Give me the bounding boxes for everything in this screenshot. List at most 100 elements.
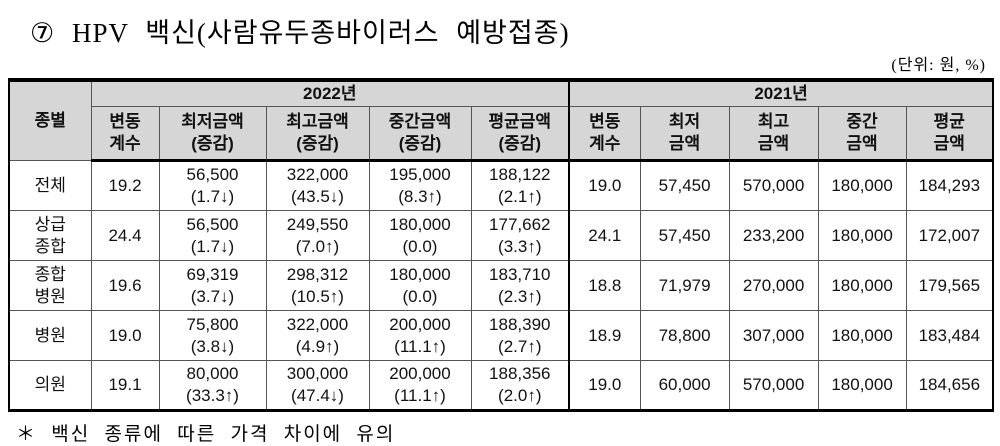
change: (3.8↓)	[190, 336, 235, 356]
cell-2021-mid: 180,000	[817, 360, 907, 411]
cell-2022-mid: 200,000 (11.1↑)	[368, 360, 472, 411]
change: (4.9↑)	[295, 336, 340, 356]
row-label: 전체	[8, 160, 92, 211]
col-group-2022: 2022년	[90, 79, 570, 107]
amount: 183,710	[489, 264, 551, 284]
change: (33.3↑)	[186, 386, 239, 405]
amount: 188,390	[489, 314, 551, 334]
change: (47.4↓)	[291, 386, 344, 405]
change: (3.7↓)	[190, 286, 235, 306]
change: (11.1↑)	[394, 386, 446, 405]
cell-2021-cv: 19.0	[568, 160, 641, 211]
amount: 180,000	[389, 264, 451, 284]
cell-2021-cv: 18.9	[568, 310, 641, 361]
col-header-2022-avg: 평균금액 (증감)	[470, 106, 570, 162]
change: (2.3↑)	[498, 286, 542, 306]
cell-2021-mid: 180,000	[817, 160, 907, 211]
unit-note: (단위: 원, %)	[891, 57, 986, 74]
row-label: 종합 병원	[8, 260, 92, 311]
change: (8.3↑)	[398, 187, 442, 206]
col-group-2021: 2021년	[568, 79, 994, 107]
col-header-2022-cv: 변동 계수	[90, 106, 160, 162]
cell-2022-min: 80,000 (33.3↑)	[158, 360, 267, 411]
col-header-2022-max: 최고금액 (증감)	[265, 106, 370, 162]
amount: 75,800	[186, 314, 239, 334]
row-label: 상급 종합	[8, 210, 92, 261]
amount: 298,312	[286, 264, 349, 284]
cell-2021-min: 57,450	[639, 210, 730, 261]
change: (2.1↑)	[498, 187, 542, 206]
cell-2021-max: 233,200	[728, 210, 819, 261]
cell-2021-max: 570,000	[728, 360, 819, 411]
cell-2022-mid: 200,000 (11.1↑)	[368, 310, 472, 361]
hpv-price-table: 종별 2022년 2021년 변동 계수 최저금액 (증감) 최고금액 (증감)…	[8, 78, 995, 412]
table-row-tertiary: 상급 종합 24.4 56,500 (1.7↓) 249,550 (7.0↑) …	[8, 210, 994, 261]
amount: 249,550	[286, 214, 349, 234]
cell-2022-avg: 188,122 (2.1↑)	[470, 160, 570, 211]
cell-2021-avg: 172,007	[905, 210, 994, 261]
cell-2021-mid: 180,000	[817, 310, 907, 361]
cell-2021-avg: 179,565	[905, 260, 994, 311]
amount: 195,000	[389, 165, 451, 184]
cell-2022-cv: 19.0	[90, 310, 160, 361]
cell-2022-max: 322,000 (4.9↑)	[265, 310, 370, 361]
table-row-clinic: 의원 19.1 80,000 (33.3↑) 300,000 (47.4↓) 2…	[8, 360, 994, 411]
cell-2022-cv: 19.2	[90, 160, 160, 211]
page: ⑦ HPV 백신(사람유두종바이러스 예방접종) (단위: 원, %) 종별 2…	[0, 11, 1000, 445]
cell-2021-min: 78,800	[639, 310, 730, 361]
cell-2022-mid: 180,000 (0.0)	[368, 260, 472, 311]
cell-2021-min: 71,979	[639, 260, 730, 311]
change: (0.0)	[402, 236, 438, 256]
cell-2022-mid: 195,000 (8.3↑)	[368, 160, 472, 211]
change: (2.7↑)	[498, 336, 542, 356]
cell-2021-avg: 183,484	[905, 310, 994, 361]
table-row-general-hospital: 종합 병원 19.6 69,319 (3.7↓) 298,312 (10.5↑)…	[8, 260, 994, 311]
cell-2022-max: 298,312 (10.5↑)	[265, 260, 370, 311]
col-header-2021-mid: 중간 금액	[817, 106, 907, 162]
amount: 322,000	[286, 314, 349, 334]
cell-2021-cv: 19.0	[568, 360, 641, 411]
change: (2.0↑)	[498, 386, 542, 405]
change: (3.3↑)	[498, 236, 542, 256]
cell-2022-cv: 19.1	[90, 360, 160, 411]
col-header-2021-avg: 평균 금액	[905, 106, 994, 162]
cell-2022-min: 56,500 (1.7↓)	[158, 210, 267, 261]
cell-2022-avg: 183,710 (2.3↑)	[470, 260, 570, 311]
cell-2021-avg: 184,293	[905, 160, 994, 211]
cell-2021-max: 570,000	[728, 160, 819, 211]
cell-2022-max: 322,000 (43.5↓)	[265, 160, 370, 211]
amount: 69,319	[186, 264, 239, 284]
amount: 177,662	[489, 214, 551, 234]
col-header-2021-max: 최고 금액	[728, 106, 819, 162]
change: (10.5↑)	[291, 286, 344, 306]
cell-2022-avg: 177,662 (3.3↑)	[470, 210, 570, 261]
cell-2022-max: 249,550 (7.0↑)	[265, 210, 370, 261]
change: (0.0)	[402, 286, 438, 306]
cell-2022-min: 69,319 (3.7↓)	[158, 260, 267, 311]
change: (11.1↑)	[394, 336, 446, 356]
row-label: 병원	[8, 310, 92, 361]
col-header-category: 종별	[8, 79, 92, 161]
cell-2021-mid: 180,000	[817, 210, 907, 261]
col-header-2021-cv: 변동 계수	[568, 106, 641, 162]
amount: 300,000	[286, 364, 349, 383]
col-header-2021-min: 최저 금액	[639, 106, 730, 162]
cell-2022-mid: 180,000 (0.0)	[368, 210, 472, 261]
change: (7.0↑)	[295, 236, 340, 256]
col-header-2022-min: 최저금액 (증감)	[158, 106, 267, 162]
cell-2022-avg: 188,390 (2.7↑)	[470, 310, 570, 361]
amount: 188,356	[489, 364, 551, 383]
cell-2021-cv: 24.1	[568, 210, 641, 261]
table-row-total: 전체 19.2 56,500 (1.7↓) 322,000 (43.5↓) 19…	[8, 160, 994, 211]
cell-2022-max: 300,000 (47.4↓)	[265, 360, 370, 411]
cell-2022-min: 75,800 (3.8↓)	[158, 310, 267, 361]
footnote: ＊ 백신 종류에 따른 가격 차이에 유의	[16, 424, 396, 445]
amount: 322,000	[286, 165, 349, 184]
amount: 188,122	[489, 165, 551, 184]
amount: 56,500	[186, 214, 239, 234]
cell-2021-mid: 180,000	[817, 260, 907, 311]
cell-2021-max: 307,000	[728, 310, 819, 361]
cell-2022-min: 56,500 (1.7↓)	[158, 160, 267, 211]
change: (43.5↓)	[291, 187, 344, 206]
amount: 200,000	[389, 314, 451, 334]
